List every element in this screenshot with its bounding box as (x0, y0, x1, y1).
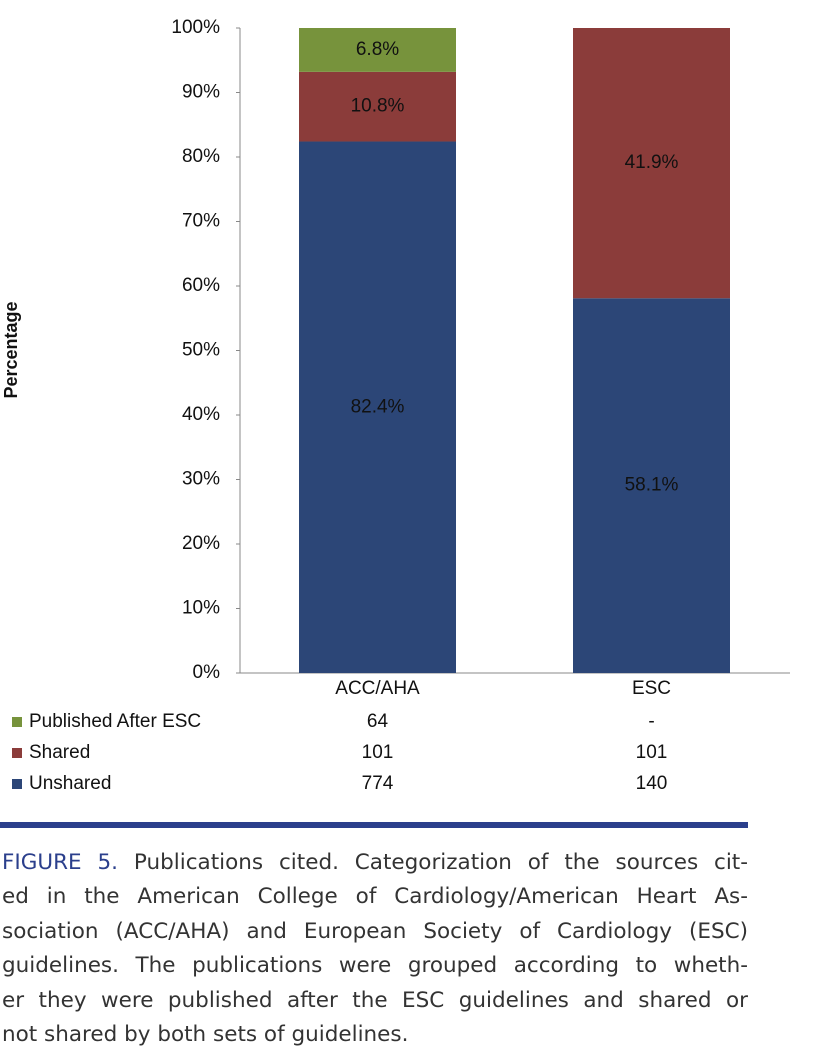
table-cell: 774 (362, 773, 394, 794)
caption-line: ed in the American College of Cardiology… (2, 884, 748, 910)
x-tick-label: ESC (632, 678, 671, 699)
legend-swatch (12, 717, 22, 727)
table-cell: - (648, 711, 654, 732)
bar-segment (573, 28, 730, 299)
bar-segment (299, 141, 456, 673)
legend-label: Shared (29, 742, 90, 763)
y-tick-label: 40% (182, 404, 220, 425)
table-cell: 101 (636, 742, 668, 763)
bar-segment (299, 71, 456, 142)
legend-swatch (12, 779, 22, 789)
y-tick-label: 50% (182, 340, 220, 361)
y-tick-label: 10% (182, 598, 220, 619)
legend-label: Published After ESC (29, 711, 201, 732)
y-tick-label: 60% (182, 275, 220, 296)
y-tick-label: 30% (182, 469, 220, 490)
table-cell: 140 (636, 773, 668, 794)
caption-line: not shared by both sets of guidelines. (2, 1022, 409, 1048)
caption-line: sociation (ACC/AHA) and European Society… (2, 918, 748, 944)
caption-line: FIGURE 5. Publications cited. Categoriza… (2, 846, 748, 880)
caption: FIGURE 5. Publications cited. Categoriza… (2, 846, 748, 1052)
value-label: 6.8% (356, 39, 399, 60)
y-axis-label: Percentage (1, 301, 21, 398)
rule (0, 822, 748, 828)
caption-label: FIGURE 5. (2, 850, 119, 875)
value-label: 10.8% (351, 96, 405, 117)
table-cell: 101 (362, 742, 394, 763)
y-tick-label: 90% (182, 82, 220, 103)
y-tick-label: 100% (171, 17, 220, 38)
bar-segment (299, 28, 456, 72)
value-label: 41.9% (625, 152, 679, 173)
bar-segment (573, 298, 730, 673)
value-label: 82.4% (351, 396, 405, 417)
caption-line: er they were published after the ESC gui… (2, 987, 748, 1013)
legend-label: Unshared (29, 773, 111, 794)
table-cell: 64 (367, 711, 389, 732)
y-tick-label: 0% (193, 662, 221, 683)
caption-text: Publications cited. Categorization of th… (133, 850, 748, 875)
value-label: 58.1% (625, 475, 679, 496)
y-tick-label: 80% (182, 146, 220, 167)
y-tick-label: 20% (182, 533, 220, 554)
caption-line: guidelines. The publications were groupe… (2, 953, 748, 979)
y-tick-label: 70% (182, 211, 220, 232)
x-tick-label: ACC/AHA (335, 678, 420, 699)
legend-swatch (12, 748, 22, 758)
chart: Percentage 0% 10% 20% 30% 40% 50% 60% 70% 80% 90%… (1, 17, 790, 794)
